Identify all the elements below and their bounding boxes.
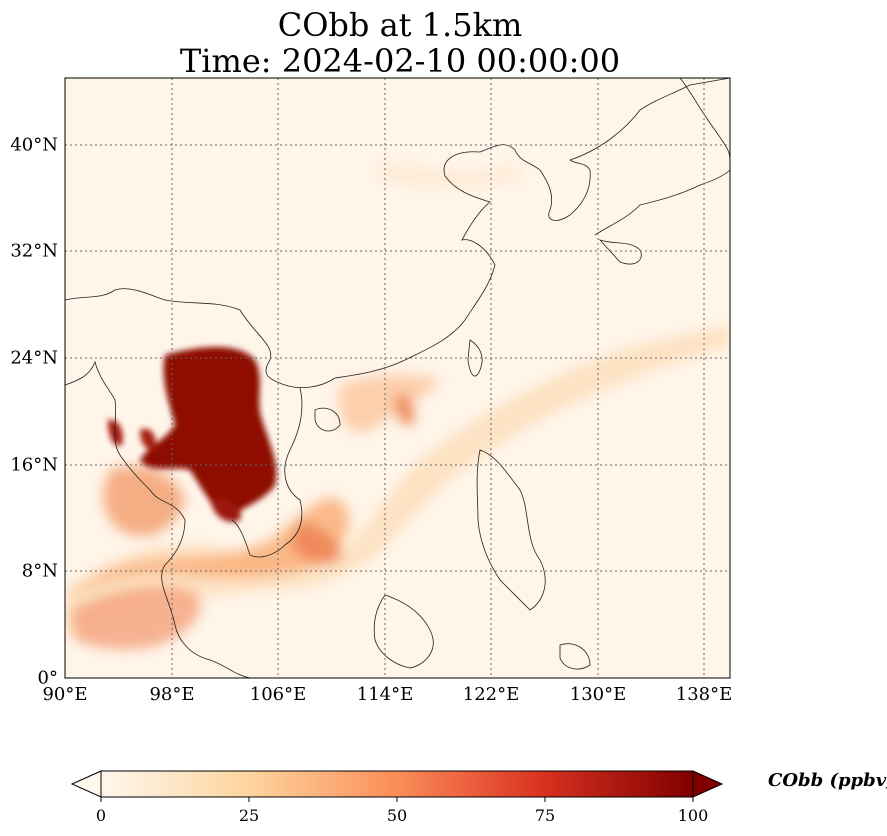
colorbar-tick-marks bbox=[100, 797, 694, 802]
map-title-line1: CObb at 1.5km bbox=[277, 6, 523, 44]
colorbar-tick-75: 75 bbox=[534, 806, 556, 825]
lon-label-90e: 90°E bbox=[42, 684, 88, 705]
lon-label-114e: 114°E bbox=[356, 684, 414, 705]
colorbar-gradient bbox=[101, 771, 693, 797]
colorbar-extend-min bbox=[70, 770, 102, 798]
colorbar-tick-0: 0 bbox=[95, 806, 107, 825]
lon-label-138e: 138°E bbox=[675, 684, 733, 705]
colorbar-tick-100: 100 bbox=[677, 806, 709, 825]
map-title-line2: Time: 2024-02-10 00:00:00 bbox=[179, 42, 621, 80]
colorbar-extend-max bbox=[692, 770, 724, 798]
lon-label-130e: 130°E bbox=[569, 684, 627, 705]
lon-label-98e: 98°E bbox=[149, 684, 195, 705]
lat-label-24n: 24°N bbox=[10, 347, 58, 369]
coastlines bbox=[65, 78, 730, 678]
lat-label-0: 0° bbox=[37, 667, 58, 689]
lat-label-32n: 32°N bbox=[10, 240, 58, 262]
cobb-hotspot bbox=[108, 346, 277, 522]
colorbar-tick-25: 25 bbox=[238, 806, 260, 825]
lat-label-40n: 40°N bbox=[10, 134, 58, 156]
colorbar bbox=[70, 770, 724, 802]
colorbar-tick-50: 50 bbox=[386, 806, 408, 825]
lat-label-16n: 16°N bbox=[10, 454, 58, 476]
lon-label-122e: 122°E bbox=[462, 684, 520, 705]
lat-label-8n: 8°N bbox=[21, 560, 58, 582]
map-panel bbox=[65, 78, 730, 678]
colorbar-label: CObb (ppbv) bbox=[768, 770, 887, 791]
lon-label-106e: 106°E bbox=[249, 684, 307, 705]
gridlines bbox=[65, 78, 730, 678]
map-frame bbox=[64, 77, 731, 679]
